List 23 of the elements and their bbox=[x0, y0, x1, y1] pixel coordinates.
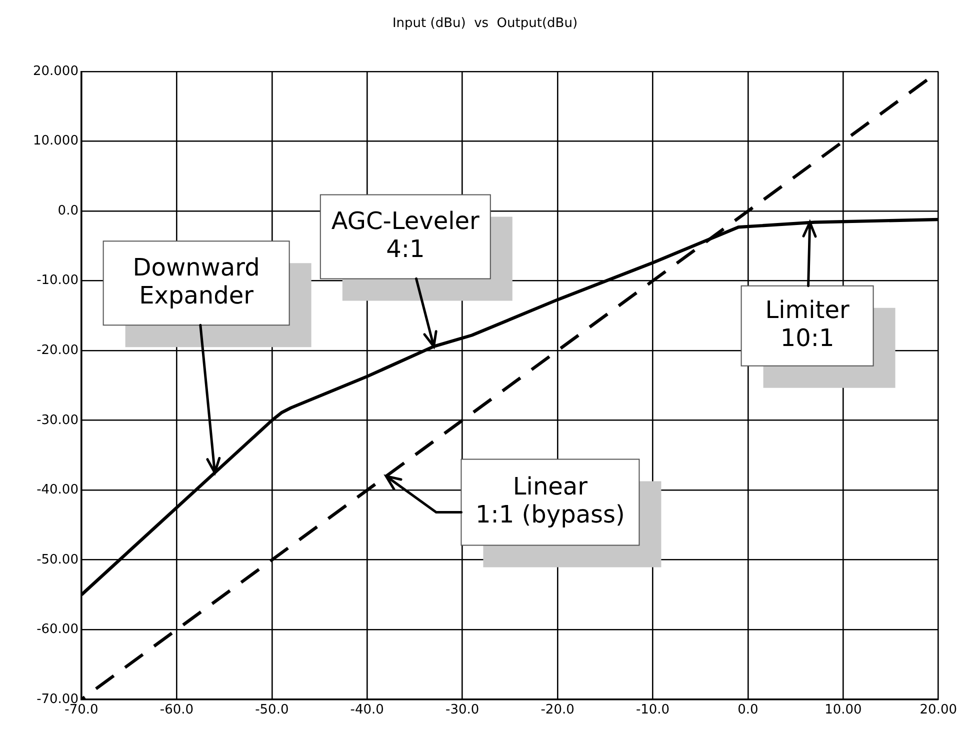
x-tick-label: -60.0 bbox=[160, 702, 194, 718]
y-tick-label: -20.00 bbox=[36, 342, 78, 358]
y-tick-label: 20.000 bbox=[32, 64, 78, 79]
annotation: Downward Expander bbox=[132, 253, 260, 310]
y-tick-label: -40.00 bbox=[36, 482, 78, 498]
y-tick-label: 10.000 bbox=[32, 134, 78, 149]
x-tick-label: -10.0 bbox=[636, 702, 670, 718]
annotation: Linear 1:1 (bypass) bbox=[476, 472, 625, 529]
annotation: Limiter 10:1 bbox=[765, 296, 850, 352]
x-tick-label: 10.00 bbox=[824, 702, 862, 718]
annotation: AGC-Leveler 4:1 bbox=[331, 206, 480, 263]
x-tick-label: -20.0 bbox=[540, 702, 574, 718]
x-tick-label: 0.0 bbox=[738, 702, 758, 718]
y-tick-label: 0.0 bbox=[58, 203, 78, 218]
x-tick-label: 20.00 bbox=[920, 702, 957, 718]
x-tick-label: -50.0 bbox=[255, 702, 289, 718]
chart-title: Input (dBu) vs Output(dBu) bbox=[392, 16, 578, 32]
y-tick-label: -60.00 bbox=[36, 622, 78, 638]
y-tick-label: -50.00 bbox=[36, 552, 78, 568]
x-tick-label: -30.0 bbox=[446, 702, 480, 718]
y-tick-label: -30.00 bbox=[36, 412, 78, 428]
y-tick-label: -10.00 bbox=[36, 273, 78, 288]
x-tick-label: -40.0 bbox=[350, 702, 384, 718]
